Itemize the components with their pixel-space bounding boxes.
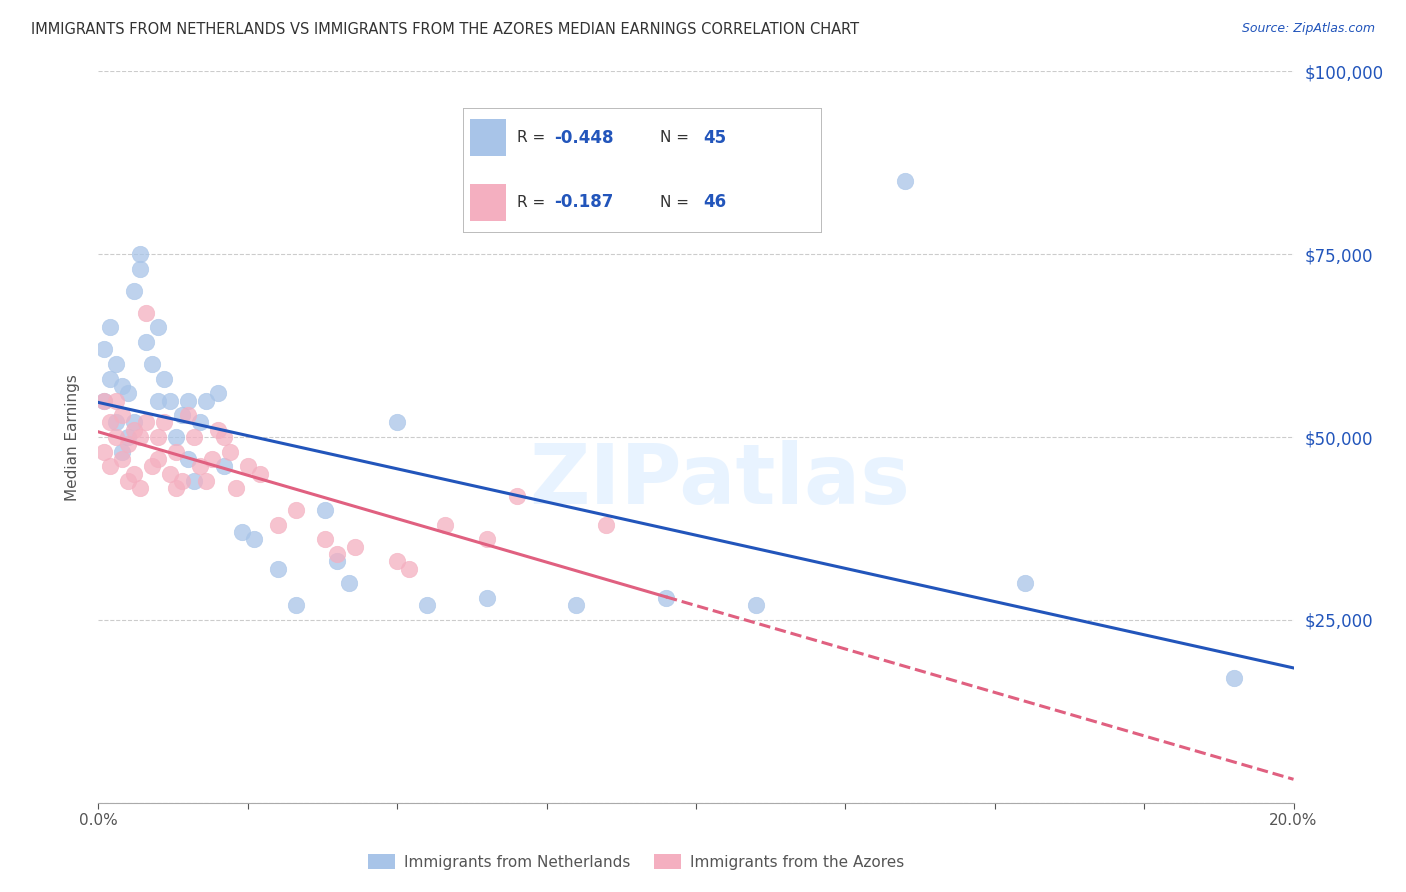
Point [236,459,259,474]
Point [894,174,917,188]
Point [124,416,146,430]
Point [595,517,617,532]
Point [177,393,200,408]
Point [148,430,170,444]
Point [267,517,290,532]
Point [111,444,134,458]
Point [243,533,266,547]
Point [111,452,134,467]
Point [249,467,271,481]
Point [475,591,498,605]
Text: IMMIGRANTS FROM NETHERLANDS VS IMMIGRANTS FROM THE AZORES MEDIAN EARNINGS CORREL: IMMIGRANTS FROM NETHERLANDS VS IMMIGRANT… [31,22,859,37]
Point [98,371,122,385]
Point [153,416,176,430]
Point [326,547,349,561]
Point [183,474,205,488]
Point [148,320,170,334]
Point [165,444,187,458]
Point [172,474,194,488]
Point [124,284,146,298]
Point [745,599,768,613]
Point [212,459,235,474]
Point [105,357,128,371]
Point [129,247,152,261]
Point [475,533,498,547]
Point [117,386,139,401]
Point [385,416,409,430]
Point [416,599,439,613]
Point [129,261,152,276]
Point [98,459,122,474]
Point [207,386,229,401]
Point [195,393,218,408]
Point [188,459,211,474]
Point [135,306,157,320]
Point [93,343,115,357]
Point [565,599,588,613]
Point [93,393,115,408]
Point [506,489,529,503]
Text: Source: ZipAtlas.com: Source: ZipAtlas.com [1241,22,1375,36]
Point [148,452,170,467]
Point [111,408,134,422]
Point [117,430,139,444]
Point [315,533,337,547]
Point [219,444,242,458]
Point [172,408,194,422]
Point [105,416,128,430]
Point [153,371,176,385]
Point [225,481,247,495]
Point [315,503,337,517]
Point [344,540,367,554]
Point [385,554,409,568]
Point [93,444,115,458]
Point [188,416,211,430]
Point [98,416,122,430]
Point [231,525,253,540]
Point [212,430,235,444]
Point [165,481,187,495]
Point [105,430,128,444]
Point [183,430,205,444]
Point [148,393,170,408]
Point [141,357,163,371]
Point [105,393,128,408]
Legend: Immigrants from Netherlands, Immigrants from the Azores: Immigrants from Netherlands, Immigrants … [361,847,911,876]
Point [135,416,157,430]
Point [124,467,146,481]
Point [1223,672,1246,686]
Point [129,430,152,444]
Point [177,452,200,467]
Point [177,408,200,422]
Point [111,379,134,393]
Point [159,467,181,481]
Point [284,503,307,517]
Point [195,474,218,488]
Point [124,423,146,437]
Point [267,562,290,576]
Point [135,334,157,349]
Y-axis label: Median Earnings: Median Earnings [65,374,80,500]
Point [207,423,229,437]
Point [165,430,187,444]
Text: ZIPatlas: ZIPatlas [530,441,910,522]
Point [98,320,122,334]
Point [201,452,224,467]
Point [117,437,139,451]
Point [141,459,163,474]
Point [284,599,307,613]
Point [339,576,361,591]
Point [93,393,115,408]
Point [655,591,678,605]
Point [159,393,181,408]
Point [1014,576,1036,591]
Point [434,517,457,532]
Point [117,474,139,488]
Point [398,562,420,576]
Point [129,481,152,495]
Point [326,554,349,568]
